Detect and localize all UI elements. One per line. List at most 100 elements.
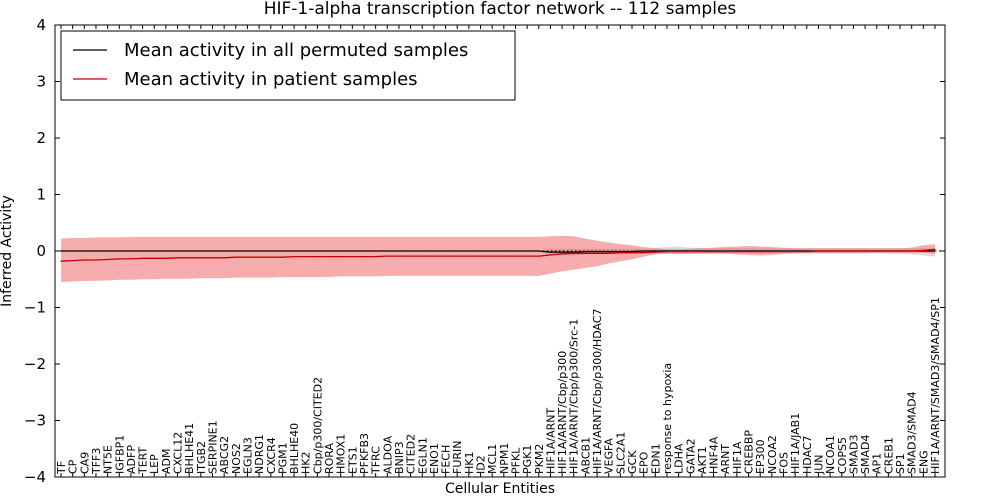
x-tick-label-75: HIF1A/ARNT/SMAD3/SMAD4/SP1 [929, 297, 942, 474]
permuted-point-50 [643, 250, 645, 252]
permuted-point-35 [468, 250, 470, 252]
patient-point-2 [83, 259, 85, 261]
permuted-point-2 [83, 250, 85, 252]
x-tick-label-17: NDRG1 [253, 434, 266, 474]
patient-point-1 [72, 260, 74, 262]
patient-point-38 [503, 255, 505, 257]
patient-point-25 [351, 256, 353, 258]
patient-point-16 [246, 256, 249, 258]
y-tick-label-0: 4 [36, 16, 46, 34]
patient-point-35 [468, 255, 470, 257]
legend-label-patient: Mean activity in patient samples [124, 69, 418, 90]
patient-point-59 [747, 250, 750, 253]
patient-point-73 [911, 250, 913, 252]
permuted-point-9 [165, 250, 167, 252]
patient-point-67 [841, 250, 843, 252]
patient-point-15 [235, 256, 237, 258]
permuted-point-1 [72, 250, 74, 252]
permuted-point-28 [386, 250, 388, 252]
permuted-point-16 [246, 250, 249, 252]
patient-point-22 [316, 256, 318, 258]
patient-point-23 [328, 256, 330, 258]
permuted-point-25 [351, 250, 353, 252]
patient-point-46 [596, 252, 598, 254]
x-tick-label-36: ID2 [475, 455, 488, 474]
x-tick-label-11: BHLHE41 [183, 423, 196, 474]
x-tick-label-2: CA9 [78, 452, 91, 474]
patient-point-75 [934, 248, 936, 250]
x-tick-label-10: CXCL12 [172, 432, 185, 474]
x-tick-label-5: IGFBP1 [113, 435, 126, 474]
x-tick-label-52: response to hypoxia [661, 363, 674, 474]
permuted-point-14 [223, 250, 225, 252]
permuted-point-48 [619, 250, 621, 253]
patient-point-39 [514, 255, 517, 257]
x-axis-label: Cellular Entities [445, 481, 555, 497]
patient-point-61 [771, 250, 773, 253]
x-tick-label-67: COPS5 [836, 437, 849, 474]
x-tick-label-22: Cbp/p300/CITED2 [311, 377, 324, 474]
patient-band [61, 235, 935, 283]
x-tick-label-68: SMAD3 [847, 435, 860, 474]
legend: Mean activity in all permuted samples Me… [60, 30, 516, 101]
permuted-point-36 [479, 250, 482, 252]
permuted-point-45 [584, 250, 587, 253]
patient-point-63 [794, 250, 796, 253]
x-tick-label-55: AKT1 [696, 446, 709, 474]
patient-point-54 [689, 250, 691, 253]
patient-point-71 [887, 250, 889, 252]
patient-point-51 [654, 251, 656, 253]
patient-point-8 [153, 257, 155, 259]
x-tick-label-62: FOS [778, 452, 791, 474]
patient-point-28 [386, 255, 388, 257]
x-tick-label-15: NOS2 [230, 443, 243, 474]
patient-point-58 [736, 250, 738, 253]
x-tick-label-37: MCL1 [486, 444, 499, 474]
y-tick-label-6: −2 [24, 355, 46, 373]
patient-point-56 [712, 250, 715, 253]
x-tick-label-18: CXCR4 [265, 437, 278, 474]
x-tick-label-25: ETS1 [346, 446, 359, 474]
patient-point-44 [573, 252, 575, 254]
patient-point-64 [806, 250, 808, 253]
x-tick-label-4: NT5E [102, 445, 115, 474]
patient-point-27 [375, 256, 377, 258]
x-tick-label-34: FURIN [451, 441, 464, 475]
x-tick-label-71: CREB1 [882, 437, 895, 474]
confidence-bands [61, 235, 935, 283]
x-axis: TFCPCA9TFF3NT5EIGFBP1ADFPTERTLEPADMCXCL1… [55, 25, 942, 477]
patient-point-31 [421, 255, 423, 257]
x-tick-label-61: NCOA2 [766, 435, 779, 474]
plot-frame [54, 24, 946, 478]
x-tick-label-44: HIF1A/ARNT/Cbp/p300/Src-1 [568, 319, 581, 474]
permuted-point-75 [934, 250, 936, 252]
x-tick-label-7: TERT [137, 446, 150, 475]
x-tick-label-19: PGM1 [276, 442, 289, 474]
permuted-point-12 [200, 250, 202, 252]
x-tick-label-8: LEP [148, 454, 161, 474]
x-tick-label-9: ADM [160, 449, 173, 475]
chart-title: HIF-1-alpha transcription factor network… [264, 0, 737, 19]
patient-point-29 [398, 255, 400, 257]
x-tick-label-41: PKM2 [533, 444, 546, 474]
patient-point-45 [584, 252, 587, 254]
x-tick-label-42: HIF1A/ARNT [544, 408, 557, 474]
x-tick-label-47: VEGFA [603, 438, 616, 474]
patient-point-66 [829, 250, 831, 252]
x-tick-label-48: SLC2A1 [614, 432, 627, 474]
permuted-point-42 [549, 251, 552, 253]
permuted-point-41 [538, 250, 540, 252]
permuted-point-44 [573, 251, 575, 253]
x-tick-label-24: HMOX1 [335, 434, 348, 474]
x-tick-label-6: ADFP [125, 445, 138, 474]
patient-point-42 [549, 254, 552, 256]
permuted-point-11 [188, 250, 190, 252]
permuted-point-18 [270, 250, 272, 252]
y-tick-label-1: 3 [36, 73, 46, 91]
patient-point-12 [200, 257, 202, 259]
x-tick-label-13: SERPINE1 [207, 420, 220, 474]
patient-point-10 [176, 257, 179, 259]
y-tick-label-2: 2 [36, 129, 46, 147]
permuted-point-37 [491, 250, 493, 252]
